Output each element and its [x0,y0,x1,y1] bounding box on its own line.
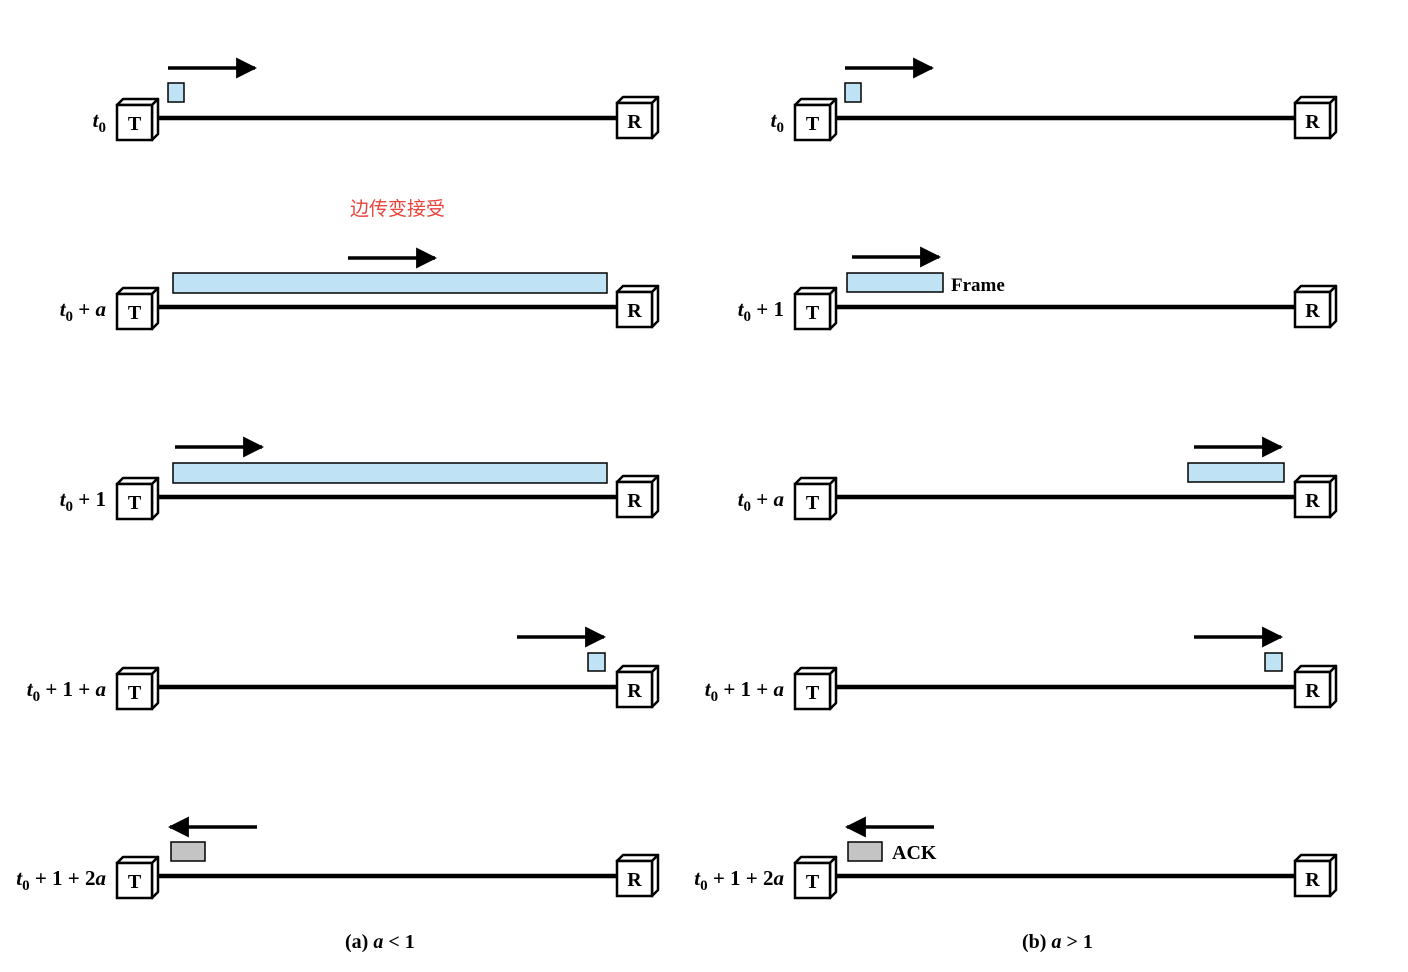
transmitter-station-letter: T [128,682,142,704]
receiver-station: R [615,284,660,329]
frame-full-link [172,462,608,484]
transmitter-station-letter: T [128,302,142,324]
annotation-note: 边传变接受 [350,198,445,220]
transmitter-station: T [115,286,160,331]
frame-propagating [172,272,608,294]
ack-block [847,841,883,862]
receiver-station-letter: R [627,869,642,891]
receiver-station: R [1293,474,1338,519]
transmitter-station-letter: T [128,871,142,893]
receiver-station-letter: R [1305,869,1320,891]
caption-panel-b: (b) a > 1 [1022,931,1093,953]
receiver-station: R [615,664,660,709]
receiver-station-letter: R [1305,490,1320,512]
time-label: t0 + 1 + a [705,677,784,705]
time-label: t0 + 1 [60,487,106,515]
receiver-station: R [1293,853,1338,898]
time-label: t0 + a [60,297,106,325]
transmitter-station: T [793,855,838,900]
receiver-station-letter: R [627,111,642,133]
frame-block [846,272,944,293]
transmitter-station-letter: T [806,871,820,893]
transmitter-station: T [793,476,838,521]
time-label: t0 + 1 + 2a [16,866,106,894]
time-label: t0 + a [738,487,784,515]
receiver-station-letter: R [1305,300,1320,322]
receiver-station-letter: R [627,300,642,322]
frame-block-arriving [1187,462,1285,483]
transmitter-station: T [793,286,838,331]
transmitter-station-letter: T [128,492,142,514]
receiver-station-letter: R [627,490,642,512]
time-label: t0 + 1 + 2a [694,866,784,894]
receiver-station: R [1293,95,1338,140]
receiver-station: R [615,95,660,140]
caption-panel-a: (a) a < 1 [345,931,415,953]
transmitter-station: T [793,97,838,142]
time-label: t0 + 1 [738,297,784,325]
ack-block [170,841,206,862]
receiver-station: R [1293,664,1338,709]
transmitter-station-letter: T [806,682,820,704]
receiver-station-letter: R [1305,680,1320,702]
transmitter-station-letter: T [806,492,820,514]
time-label: t0 + 1 + a [27,677,106,705]
frame-bit-start [167,82,185,103]
receiver-station: R [615,853,660,898]
transmitter-station: T [115,666,160,711]
receiver-station: R [615,474,660,519]
transmitter-station-letter: T [128,113,142,135]
receiver-station: R [1293,284,1338,329]
time-label: t0 [771,108,784,136]
time-label: t0 [93,108,106,136]
receiver-station-letter: R [627,680,642,702]
frame-bit-end [587,652,606,672]
receiver-station-letter: R [1305,111,1320,133]
frame-label: Frame [951,275,1005,296]
transmitter-station: T [115,476,160,521]
ack-label: ACK [892,842,937,864]
frame-bit-start [844,82,862,103]
transmitter-station: T [115,855,160,900]
transmitter-station-letter: T [806,302,820,324]
transmitter-station: T [115,97,160,142]
transmitter-station: T [793,666,838,711]
frame-bit-end [1264,652,1283,672]
transmitter-station-letter: T [806,113,820,135]
